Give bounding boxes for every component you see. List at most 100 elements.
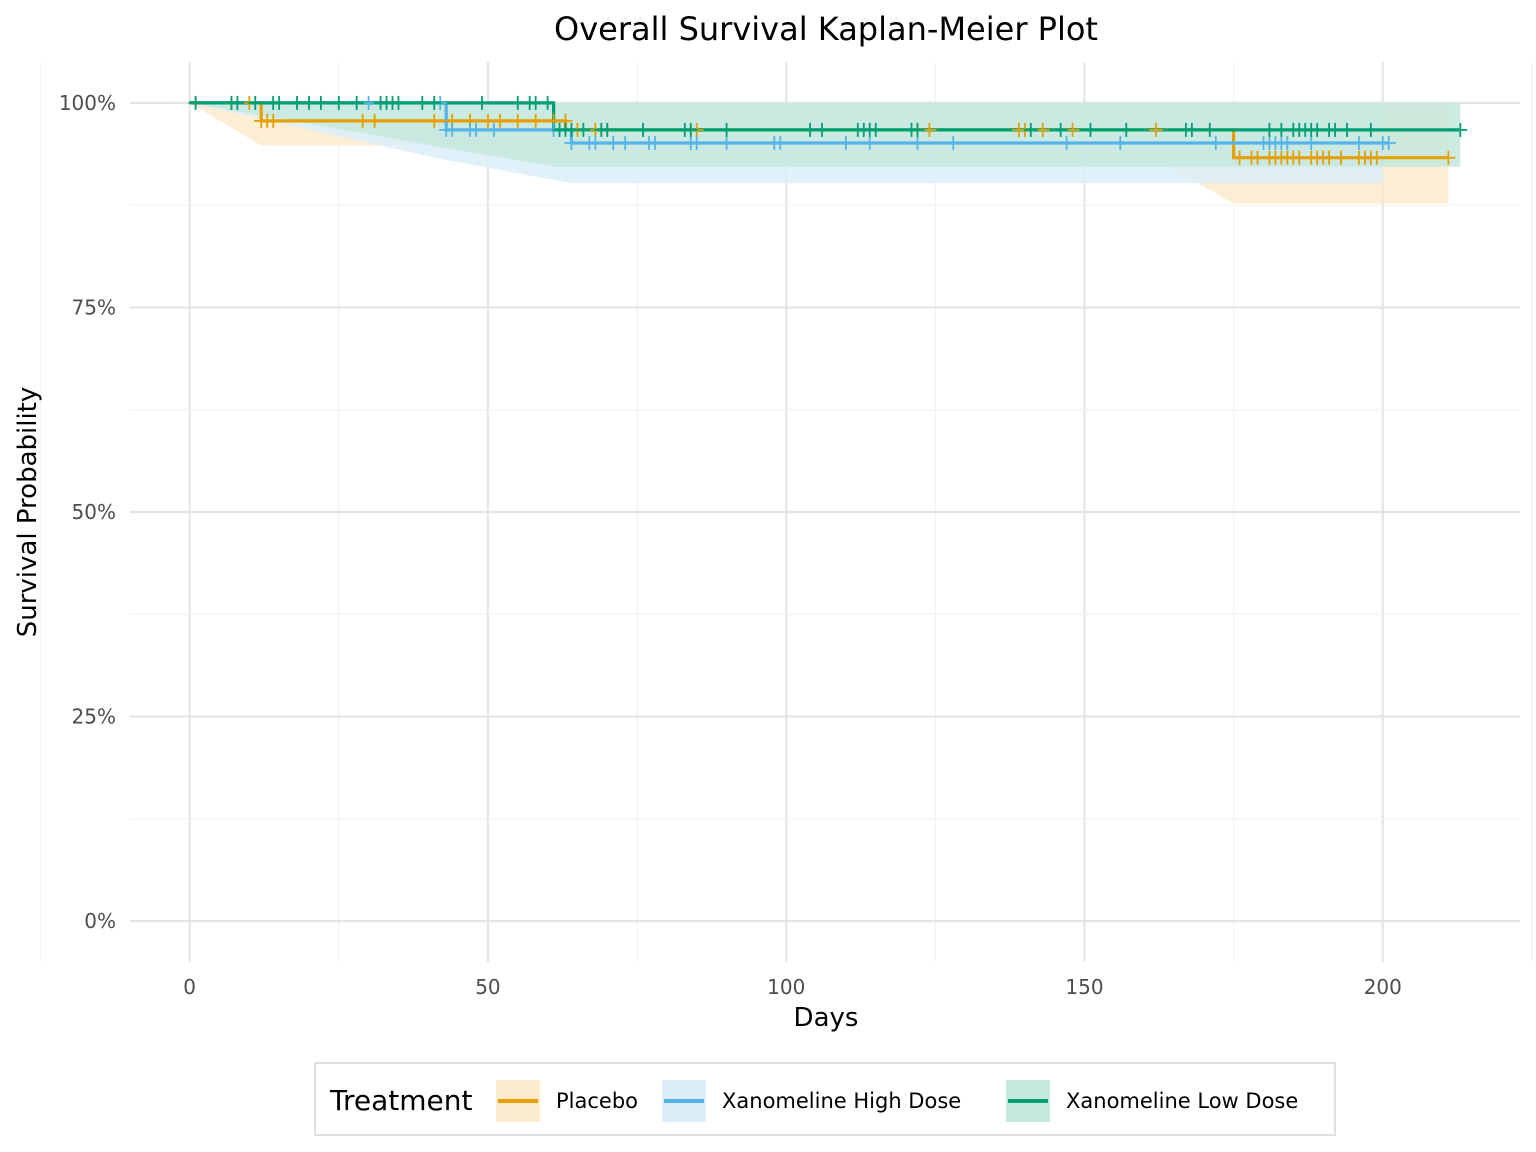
x-axis-ticks: 0 50 100 150 200 [183,975,1402,999]
censor-mark-xanomeline-low-dose [540,95,555,110]
censor-mark-xanomeline-low-dose [1453,122,1468,137]
censor-mark-placebo [355,113,370,128]
censor-mark-xanomeline-high-dose [1113,136,1128,150]
censor-mark-placebo [1292,150,1307,165]
x-tick-label: 100 [767,975,805,999]
legend-label-placebo: Placebo [556,1089,639,1113]
censor-mark-xanomeline-low-dose [528,95,543,110]
censor-mark-xanomeline-low-dose [188,95,203,110]
censor-mark-xanomeline-high-dose [361,95,376,110]
censor-mark-xanomeline-low-dose [1023,122,1038,137]
y-tick-label: 100% [59,91,116,115]
censor-mark-xanomeline-high-dose [910,136,925,150]
censor-mark-placebo [1149,122,1164,137]
x-tick-label: 150 [1065,975,1103,999]
censor-mark-xanomeline-high-dose [1059,136,1074,150]
censor-mark-xanomeline-low-dose [1274,122,1289,137]
censor-mark-xanomeline-low-dose [576,122,591,137]
censor-mark-xanomeline-high-dose [862,136,877,150]
censor-mark-xanomeline-low-dose [301,95,316,110]
censor-mark-xanomeline-low-dose [1202,122,1217,137]
censor-mark-xanomeline-low-dose [313,95,328,110]
censor-mark-placebo [492,113,507,128]
censor-mark-xanomeline-high-dose [445,122,460,137]
censor-mark-xanomeline-low-dose [683,122,698,137]
ci-band-xanomeline-low-dose [189,102,1461,167]
legend-label-low-dose: Xanomeline Low Dose [1066,1089,1299,1113]
censor-mark-xanomeline-low-dose [910,122,925,137]
censor-mark-placebo [427,113,442,128]
legend-key-placebo [496,1080,540,1122]
censor-mark-xanomeline-low-dose [427,95,442,110]
censor-mark-xanomeline-high-dose [1304,136,1319,150]
censor-mark-placebo [1250,150,1265,165]
censor-mark-xanomeline-low-dose [230,95,245,110]
censor-mark-xanomeline-low-dose [868,122,883,137]
grid [39,62,1533,962]
censor-mark-xanomeline-low-dose [564,122,579,137]
censor-mark-xanomeline-high-dose [719,136,734,150]
censor-mark-placebo [1369,150,1384,165]
x-tick-label: 0 [183,975,196,999]
censor-mark-xanomeline-low-dose [272,95,287,110]
censor-mark-xanomeline-low-dose [1339,122,1354,137]
censor-marks [188,95,1468,165]
censor-mark-xanomeline-high-dose [618,136,633,150]
censor-mark-xanomeline-low-dose [1053,122,1068,137]
censor-mark-xanomeline-low-dose [1262,122,1277,137]
legend-line [664,1099,704,1103]
legend-key-high-dose [662,1080,706,1122]
y-tick-label: 0% [84,909,116,933]
censor-mark-placebo [922,122,937,137]
censor-mark-xanomeline-high-dose [946,136,961,150]
censor-mark-placebo [367,113,382,128]
censor-mark-xanomeline-high-dose [469,122,484,137]
censor-mark-placebo [510,113,525,128]
y-tick-label: 50% [72,500,116,524]
censor-mark-placebo [1322,150,1337,165]
censor-mark-placebo [528,113,543,128]
censor-mark-xanomeline-low-dose [1310,122,1325,137]
legend-line [1008,1099,1048,1103]
y-tick-label: 75% [72,295,116,319]
legend-key-low-dose [1006,1080,1050,1122]
legend-line [498,1099,538,1103]
censor-mark-xanomeline-high-dose [773,136,788,150]
legend-item-placebo: Placebo [496,1080,638,1122]
censor-mark-xanomeline-high-dose [588,136,603,150]
x-tick-label: 200 [1364,975,1402,999]
censor-mark-placebo [480,113,495,128]
censor-mark-xanomeline-low-dose [600,122,615,137]
censor-mark-xanomeline-low-dose [1119,122,1134,137]
y-axis-title: Survival Probability [13,387,43,638]
censor-mark-xanomeline-low-dose [1363,122,1378,137]
x-tick-label: 50 [475,975,500,999]
legend-title: Treatment [330,1084,473,1117]
censor-mark-xanomeline-low-dose [474,95,489,110]
legend-item-high-dose: Xanomeline High Dose [662,1080,961,1122]
censor-mark-xanomeline-high-dose [564,136,579,150]
censor-mark-xanomeline-high-dose [838,136,853,150]
censor-mark-xanomeline-low-dose [391,95,406,110]
censor-mark-xanomeline-high-dose [647,136,662,150]
y-tick-label: 25% [72,705,116,729]
censor-mark-xanomeline-low-dose [1184,122,1199,137]
censor-mark-xanomeline-high-dose [689,136,704,150]
censor-mark-xanomeline-high-dose [486,122,501,137]
censor-mark-placebo [1334,150,1349,165]
censor-mark-xanomeline-high-dose [1208,136,1223,150]
censor-mark-xanomeline-low-dose [248,95,263,110]
censor-mark-xanomeline-high-dose [1351,136,1366,150]
censor-mark-xanomeline-low-dose [815,122,830,137]
censor-mark-placebo [266,113,281,128]
y-axis-ticks: 0% 25% 50% 75% 100% [59,91,116,933]
censor-mark-xanomeline-low-dose [331,95,346,110]
censor-mark-xanomeline-low-dose [415,95,430,110]
censor-mark-xanomeline-low-dose [290,95,305,110]
chart-title: Overall Survival Kaplan-Meier Plot [554,10,1098,48]
censor-mark-xanomeline-low-dose [636,122,651,137]
legend-item-low-dose: Xanomeline Low Dose [1006,1080,1298,1122]
censor-mark-xanomeline-high-dose [1381,136,1396,150]
censor-mark-placebo [1441,150,1456,165]
